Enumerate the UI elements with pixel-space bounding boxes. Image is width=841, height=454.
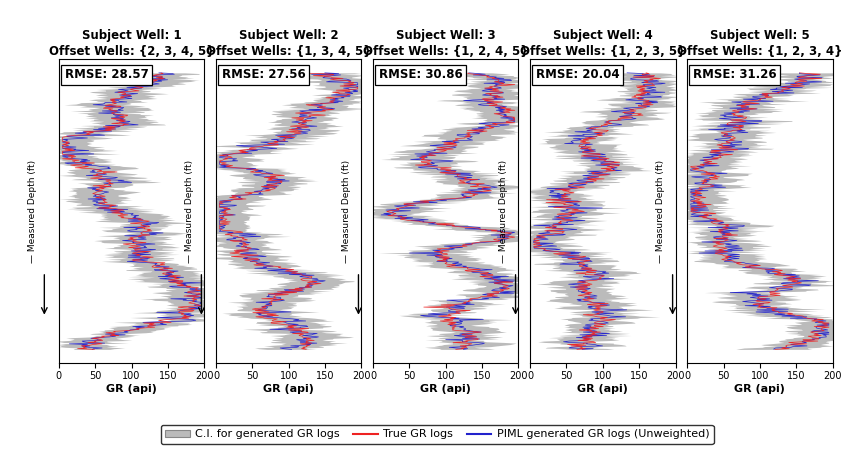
Text: — Measured Depth (ft): — Measured Depth (ft) [500,159,509,263]
Title: Subject Well: 3
Offset Wells: {1, 2, 4, 5}: Subject Well: 3 Offset Wells: {1, 2, 4, … [363,29,528,58]
Text: — Measured Depth (ft): — Measured Depth (ft) [29,159,37,263]
Text: RMSE: 27.56: RMSE: 27.56 [222,68,305,81]
X-axis label: GR (api): GR (api) [734,384,785,394]
X-axis label: GR (api): GR (api) [420,384,471,394]
Title: Subject Well: 5
Offset Wells: {1, 2, 3, 4}: Subject Well: 5 Offset Wells: {1, 2, 3, … [677,29,841,58]
X-axis label: GR (api): GR (api) [263,384,314,394]
Text: — Measured Depth (ft): — Measured Depth (ft) [342,159,352,263]
Text: — Measured Depth (ft): — Measured Depth (ft) [185,159,194,263]
Text: RMSE: 30.86: RMSE: 30.86 [378,68,463,81]
Text: RMSE: 28.57: RMSE: 28.57 [65,68,149,81]
Title: Subject Well: 4
Offset Wells: {1, 2, 3, 5}: Subject Well: 4 Offset Wells: {1, 2, 3, … [520,29,685,58]
X-axis label: GR (api): GR (api) [106,384,157,394]
Text: RMSE: 31.26: RMSE: 31.26 [693,68,776,81]
Text: — Measured Depth (ft): — Measured Depth (ft) [657,159,665,263]
Title: Subject Well: 2
Offset Wells: {1, 3, 4, 5}: Subject Well: 2 Offset Wells: {1, 3, 4, … [206,29,372,58]
X-axis label: GR (api): GR (api) [578,384,628,394]
Title: Subject Well: 1
Offset Wells: {2, 3, 4, 5}: Subject Well: 1 Offset Wells: {2, 3, 4, … [49,29,214,58]
Legend: C.I. for generated GR logs, True GR logs, PIML generated GR logs (Unweighted): C.I. for generated GR logs, True GR logs… [161,425,714,444]
Text: RMSE: 20.04: RMSE: 20.04 [536,68,620,81]
